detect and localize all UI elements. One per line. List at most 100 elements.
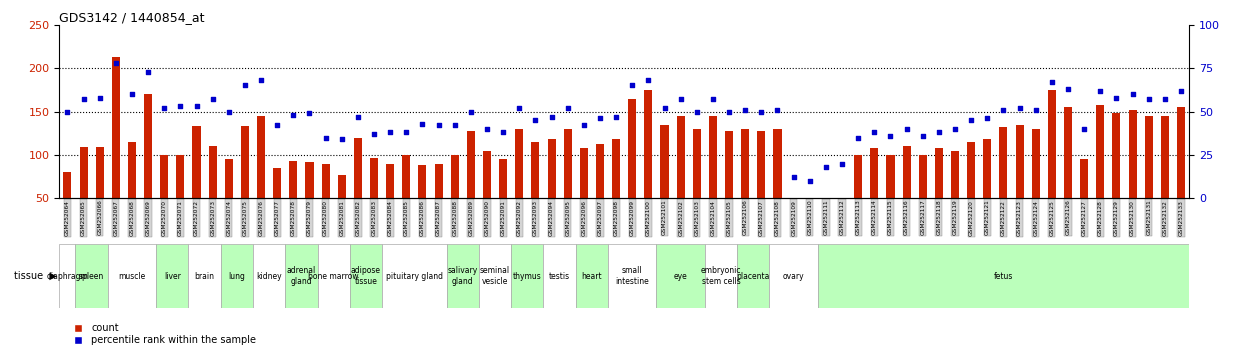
Bar [870,148,879,198]
Point [397,130,417,135]
Point [541,114,561,120]
Point [299,110,319,116]
Bar [1145,116,1153,198]
Point [315,135,335,140]
Bar [544,244,576,308]
Point [1090,88,1110,93]
Point [413,121,433,126]
Bar [127,142,136,198]
Bar [108,244,156,308]
Bar [790,198,797,229]
Point [122,91,142,97]
Point [1122,91,1142,97]
Text: tissue  ▶: tissue ▶ [14,271,57,281]
Point [365,131,384,137]
Text: testis: testis [549,272,570,281]
Bar [818,244,1189,308]
Point [590,116,609,121]
Bar [1048,90,1056,198]
Point [848,135,868,140]
Bar [967,142,975,198]
Point [768,107,787,113]
Bar [145,94,152,198]
Bar [628,98,637,198]
Text: fetus: fetus [994,272,1014,281]
Text: diaphragm: diaphragm [47,272,88,281]
Bar [193,126,200,198]
Bar [221,244,253,308]
Point [606,114,625,120]
Bar [1112,113,1121,198]
Bar [253,244,286,308]
Text: seminal
vesicle: seminal vesicle [480,267,510,286]
Text: adrenal
gland: adrenal gland [287,267,316,286]
Point [349,114,368,120]
Point [267,122,287,128]
Bar [1177,107,1185,198]
Bar [467,131,475,198]
Point [623,82,643,88]
Point [703,97,723,102]
Bar [111,57,120,198]
Bar [1064,107,1072,198]
Point [331,136,352,142]
Bar [353,137,362,198]
Point [1026,107,1046,113]
Point [557,105,577,111]
Point [251,78,271,83]
Point [574,122,593,128]
Bar [478,244,512,308]
Bar [660,125,669,198]
Bar [273,168,282,198]
Bar [350,244,382,308]
Bar [370,158,378,198]
Bar [241,126,248,198]
Bar [576,244,608,308]
Point [445,122,465,128]
Bar [435,164,442,198]
Bar [483,150,491,198]
Point [219,109,239,114]
Bar [886,155,895,198]
Text: spleen: spleen [79,272,104,281]
Bar [1016,125,1023,198]
Text: ovary: ovary [782,272,805,281]
Text: salivary
gland: salivary gland [447,267,478,286]
Text: GDS3142 / 1440854_at: GDS3142 / 1440854_at [59,11,205,24]
Text: embryonic
stem cells: embryonic stem cells [701,267,742,286]
Text: kidney: kidney [256,272,282,281]
Bar [402,155,410,198]
Bar [770,244,818,308]
Point [283,112,303,118]
Bar [286,244,318,308]
Bar [1128,110,1137,198]
Point [962,118,981,123]
Bar [419,165,426,198]
Bar [257,116,265,198]
Point [735,107,755,113]
Bar [692,129,701,198]
Text: adipose
tissue: adipose tissue [351,267,381,286]
Bar [1080,159,1088,198]
Bar [548,139,556,198]
Point [864,130,884,135]
Bar [1096,104,1104,198]
Point [477,126,497,132]
Point [203,97,222,102]
Bar [161,155,168,198]
Bar [608,244,656,308]
Point [235,82,255,88]
Bar [934,148,943,198]
Point [913,133,933,139]
Point [929,130,949,135]
Bar [321,164,330,198]
Point [946,126,965,132]
Bar [676,116,685,198]
Bar [386,164,394,198]
Point [138,69,158,74]
Bar [644,90,653,198]
Point [1010,105,1030,111]
Point [832,161,852,166]
Bar [984,139,991,198]
Point [897,126,917,132]
